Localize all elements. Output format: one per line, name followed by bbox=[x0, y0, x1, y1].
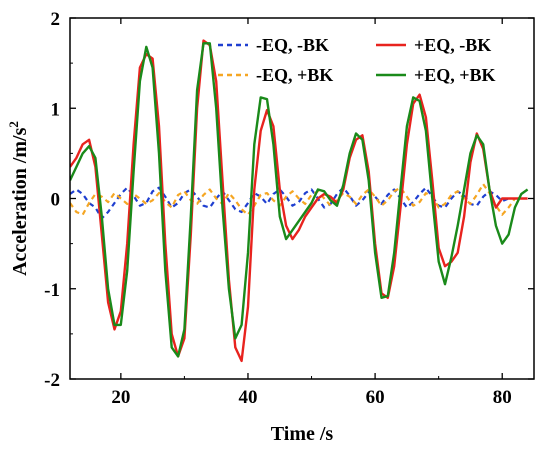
y-axis-title: Acceleration /m/s2 bbox=[6, 121, 31, 276]
series-layer bbox=[70, 39, 529, 363]
series-line-3 bbox=[70, 42, 529, 358]
y-tick-label: -2 bbox=[44, 370, 60, 391]
y-axis-title-main: Acceleration /m/s bbox=[9, 127, 31, 275]
y-axis-title-superscript: 2 bbox=[6, 121, 21, 128]
y-tick-label: -1 bbox=[44, 280, 60, 301]
y-tick-label: 0 bbox=[51, 190, 61, 211]
legend-label: -EQ, +BK bbox=[256, 65, 333, 85]
legend-label: +EQ, +BK bbox=[414, 65, 496, 85]
x-tick-label: 60 bbox=[366, 387, 385, 408]
x-tick-label: 20 bbox=[111, 387, 130, 408]
legend: -EQ, -BK +EQ, -BK -EQ, +BK +EQ, +BK bbox=[218, 35, 496, 85]
series-line-0 bbox=[70, 186, 510, 220]
y-tick-label: 2 bbox=[51, 9, 61, 30]
x-axis-title: Time /s bbox=[271, 423, 334, 445]
x-tick-label: 80 bbox=[493, 387, 512, 408]
legend-label: -EQ, -BK bbox=[256, 35, 329, 55]
x-tick-label: 40 bbox=[238, 387, 257, 408]
legend-label: +EQ, -BK bbox=[414, 35, 491, 55]
y-axis-title-group: Acceleration /m/s2 bbox=[6, 121, 31, 276]
y-tick-label: 1 bbox=[51, 99, 61, 120]
ticks-layer: 20 40 60 80 -2 -1 0 1 2 bbox=[44, 9, 534, 408]
series-line-1 bbox=[70, 183, 516, 216]
